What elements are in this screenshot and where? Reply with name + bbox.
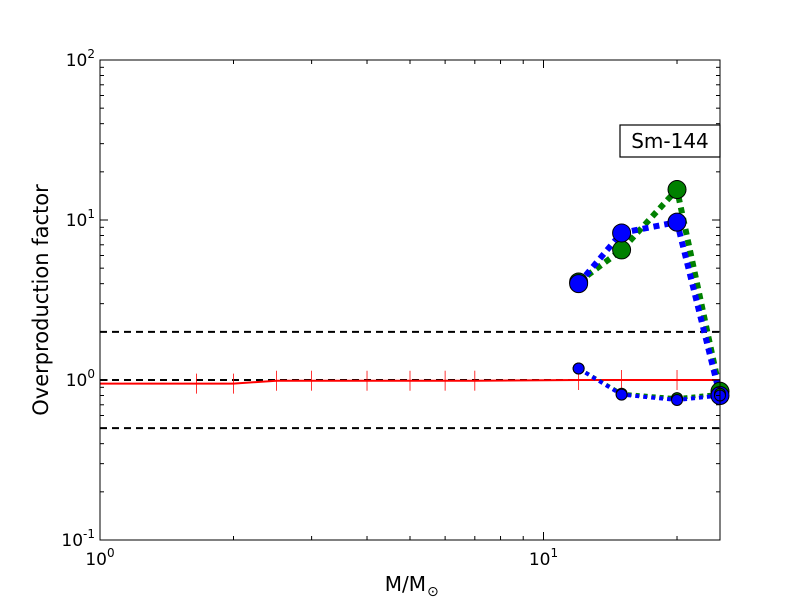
y-axis-label: Overproduction factor xyxy=(29,184,53,416)
x-tick-label: 101 xyxy=(529,546,558,570)
y-tick-label: 100 xyxy=(66,367,95,391)
data-point xyxy=(667,212,687,232)
axis-ticks xyxy=(99,59,720,541)
x-axis-label-subscript: ⊙ xyxy=(427,584,439,600)
y-tick-label: 102 xyxy=(66,47,95,71)
annotation-box: Sm-144 xyxy=(619,124,721,158)
x-tick-label: 100 xyxy=(85,546,114,570)
data-point xyxy=(569,274,589,294)
data-point xyxy=(615,388,628,401)
x-axis-label-main: M/M xyxy=(385,572,426,596)
data-point xyxy=(612,240,632,260)
y-tick-label: 10-1 xyxy=(61,527,95,551)
data-point xyxy=(671,393,684,406)
data-point xyxy=(667,180,687,200)
series-line xyxy=(576,218,720,397)
y-tick-label: 101 xyxy=(66,207,95,231)
annotation-frame xyxy=(619,124,721,158)
x-axis-label: M/M ⊙ xyxy=(385,572,439,600)
data-point xyxy=(612,223,632,243)
series-layer xyxy=(100,183,720,403)
annotation-label: Sm-144 xyxy=(631,129,709,153)
plot-background xyxy=(100,60,720,540)
series-line xyxy=(577,366,720,403)
data-point xyxy=(572,362,585,375)
series-line xyxy=(576,183,720,392)
